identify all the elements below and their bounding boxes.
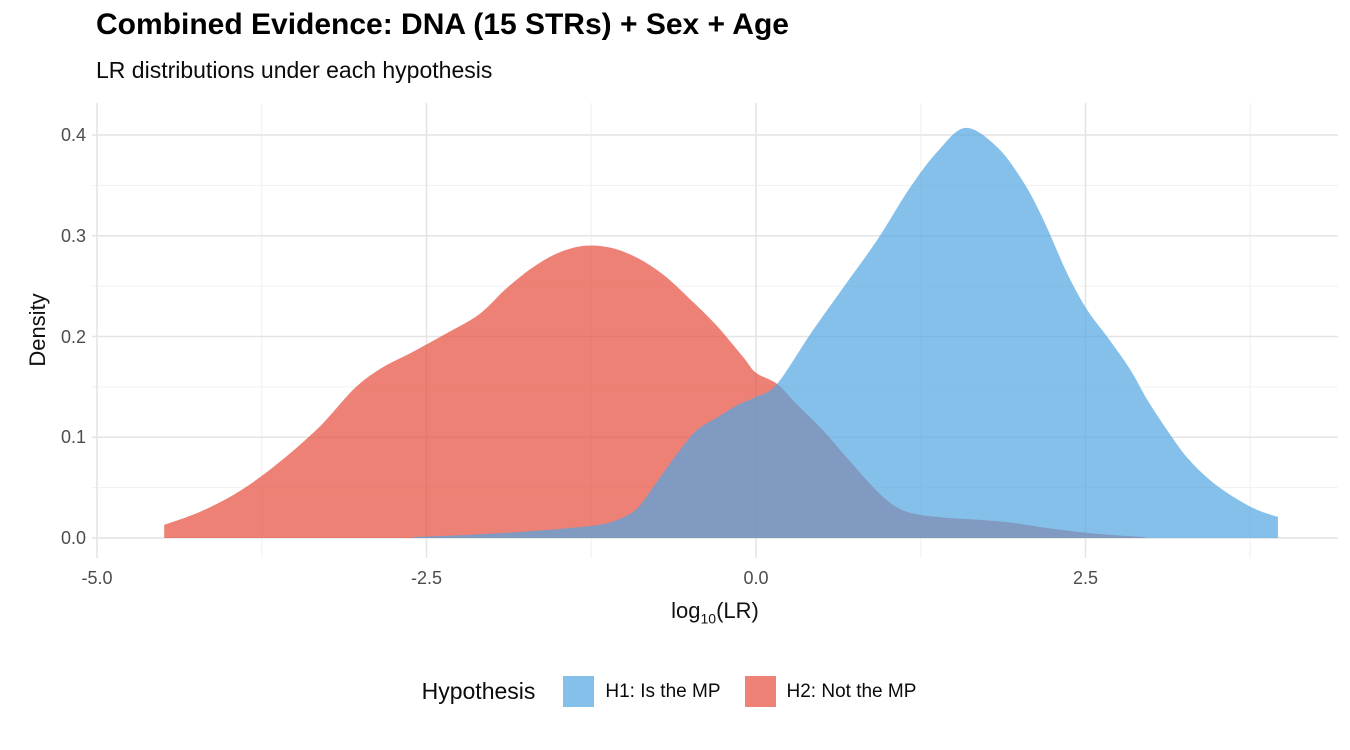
legend-items: H1: Is the MP H2: Not the MP <box>551 676 928 707</box>
legend-title: Hypothesis <box>421 678 536 704</box>
x-tick-label-0.0: 0.0 <box>743 568 769 588</box>
y-axis-title: Density <box>25 293 50 367</box>
legend-item-h1: H1: Is the MP <box>563 676 721 707</box>
legend-item-h2: H2: Not the MP <box>744 676 917 707</box>
density-area-h2 <box>164 245 1145 538</box>
y-tick-label-0.4: 0.4 <box>60 125 86 145</box>
legend-swatch-icon <box>563 676 595 707</box>
x-axis-title-subscript: 10 <box>700 610 717 627</box>
x-tick-label--2.5: -2.5 <box>410 568 443 588</box>
density-area-h1 <box>413 127 1278 539</box>
x-axis-title-suffix: (LR) <box>716 598 759 623</box>
legend-item-label: H1: Is the MP <box>605 680 721 702</box>
legend-item-label: H2: Not the MP <box>786 680 917 702</box>
plot-panel <box>92 103 1338 558</box>
y-tick-label-0.3: 0.3 <box>60 225 86 246</box>
legend: Hypothesis H1: Is the MP H2: Not the MP <box>0 676 1350 707</box>
legend-swatch-icon <box>744 676 776 707</box>
y-tick-label-0.1: 0.1 <box>60 427 86 448</box>
y-tick-label-0.2: 0.2 <box>60 326 86 347</box>
x-tick-label-2.5: 2.5 <box>1072 568 1099 588</box>
chart-subtitle: LR distributions under each hypothesis <box>96 57 493 83</box>
x-axis-title: log10(LR) <box>0 598 1350 626</box>
chart-title: Combined Evidence: DNA (15 STRs) + Sex +… <box>96 8 789 41</box>
density-areas <box>164 127 1278 539</box>
x-tick-label--5.0: -5.0 <box>81 568 113 588</box>
x-axis-title-prefix: log <box>671 598 701 623</box>
y-tick-label-0.0: 0.0 <box>60 528 86 548</box>
